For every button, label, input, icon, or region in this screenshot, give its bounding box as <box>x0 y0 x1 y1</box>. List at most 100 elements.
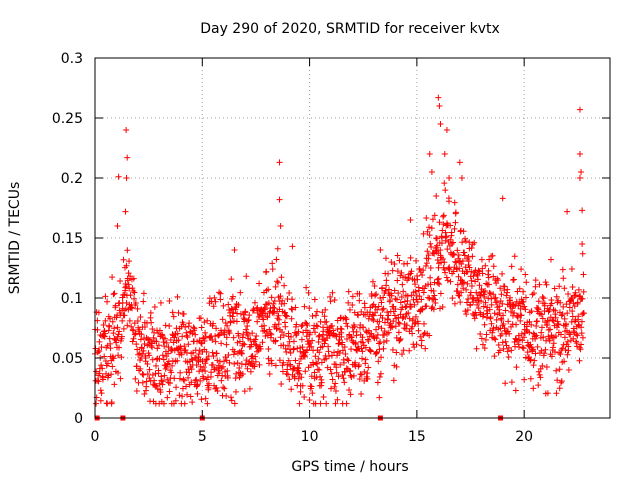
data-point <box>340 359 347 366</box>
data-point <box>314 323 321 330</box>
data-point <box>171 334 178 341</box>
data-point <box>129 285 136 292</box>
data-point <box>416 266 423 273</box>
data-point <box>236 365 243 372</box>
data-point <box>306 397 313 403</box>
data-point <box>522 271 529 278</box>
data-point <box>574 332 581 339</box>
data-point <box>97 387 104 394</box>
data-point <box>448 240 455 247</box>
data-point <box>393 349 400 356</box>
data-point <box>447 222 454 229</box>
data-point <box>164 376 171 383</box>
data-point <box>376 318 383 325</box>
data-point <box>387 297 394 304</box>
data-point <box>231 317 238 324</box>
data-point <box>133 341 140 348</box>
data-point <box>198 324 205 331</box>
data-point <box>173 384 180 391</box>
data-point <box>475 305 482 312</box>
data-point <box>141 391 148 397</box>
data-point <box>186 320 193 327</box>
data-point <box>481 345 488 352</box>
data-point <box>146 375 153 382</box>
data-point <box>333 364 340 371</box>
data-point <box>192 331 199 338</box>
data-point <box>227 319 234 326</box>
data-point <box>563 321 570 328</box>
data-point <box>188 366 195 373</box>
data-point <box>508 263 515 270</box>
data-point <box>137 365 144 372</box>
data-point <box>331 349 338 356</box>
data-point <box>94 326 101 333</box>
data-point <box>560 275 567 282</box>
data-point <box>196 368 203 375</box>
data-point <box>455 292 462 299</box>
data-point <box>179 393 186 400</box>
data-point <box>578 169 585 175</box>
data-point <box>414 276 421 283</box>
data-point <box>398 294 405 301</box>
data-point <box>437 121 444 127</box>
data-point <box>512 387 519 394</box>
data-point <box>443 127 450 133</box>
data-point <box>321 340 328 347</box>
data-point <box>281 282 288 289</box>
data-point <box>137 314 144 321</box>
data-point <box>165 344 172 351</box>
data-point <box>161 343 168 350</box>
data-point <box>251 363 258 370</box>
data-point <box>272 321 279 328</box>
data-point <box>499 195 506 202</box>
data-point <box>400 288 407 295</box>
data-point <box>133 387 140 394</box>
data-point <box>418 296 425 303</box>
data-point <box>214 387 221 394</box>
data-point <box>152 370 159 377</box>
data-point <box>166 388 173 395</box>
data-point <box>486 256 493 263</box>
data-point <box>435 275 442 282</box>
data-point <box>414 298 421 305</box>
data-point <box>126 317 133 324</box>
data-point <box>276 306 283 313</box>
data-point <box>100 376 107 383</box>
data-point <box>543 281 550 288</box>
data-point <box>571 318 578 325</box>
data-point <box>565 291 572 298</box>
data-point <box>389 267 396 274</box>
data-point <box>300 352 307 359</box>
data-point <box>460 279 467 286</box>
data-point <box>409 316 416 323</box>
data-point <box>400 347 407 354</box>
data-point <box>519 344 526 351</box>
data-point <box>170 339 177 346</box>
data-point <box>528 308 535 315</box>
data-point <box>329 322 336 329</box>
data-point <box>468 245 475 252</box>
data-point <box>431 212 438 219</box>
data-point <box>415 327 422 334</box>
data-point <box>121 291 128 298</box>
data-point <box>332 380 339 387</box>
data-point <box>298 336 305 343</box>
data-point <box>568 265 575 272</box>
data-point <box>553 293 560 300</box>
data-point <box>201 337 208 344</box>
data-point <box>182 347 189 354</box>
data-point <box>496 347 503 354</box>
data-point <box>447 236 454 243</box>
data-point <box>111 325 118 332</box>
data-point <box>288 386 295 393</box>
data-point <box>561 334 568 341</box>
data-point <box>539 362 546 369</box>
data-point <box>148 319 155 326</box>
data-point <box>385 329 392 336</box>
data-point <box>209 361 216 368</box>
data-point <box>430 250 437 257</box>
data-point <box>404 260 411 267</box>
data-point <box>441 180 448 187</box>
data-point <box>223 341 230 348</box>
data-point <box>186 369 193 376</box>
